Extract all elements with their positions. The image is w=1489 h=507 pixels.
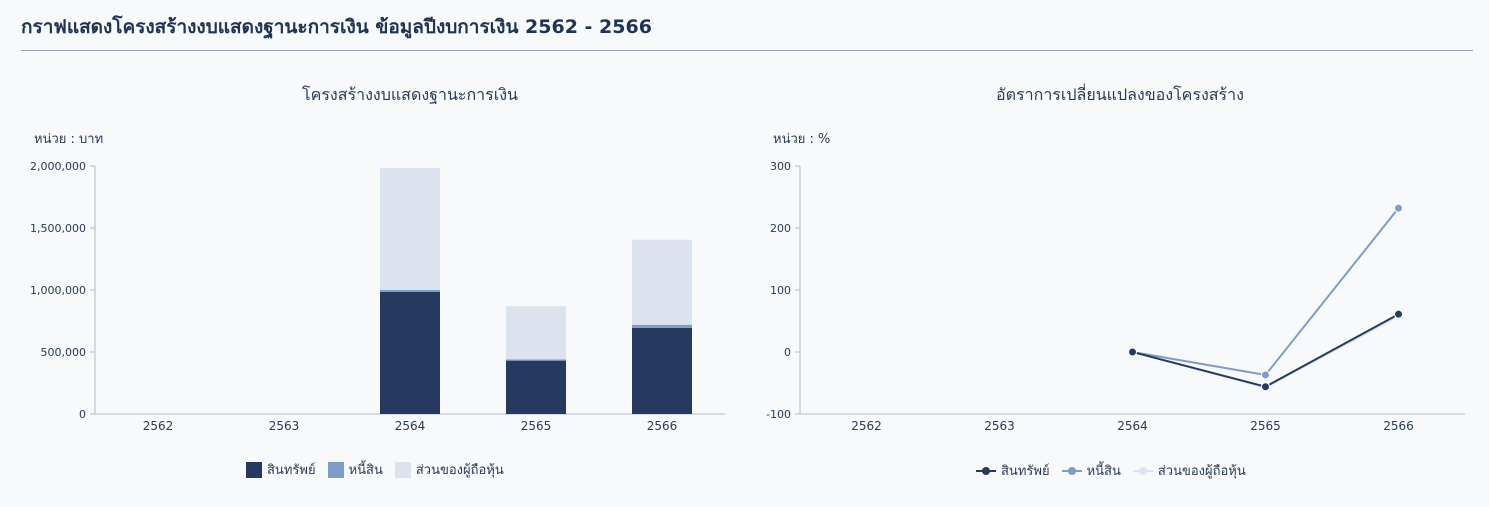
legend-item-assets-line[interactable]: สินทรัพย์ [976, 460, 1050, 481]
line-chart-y-tick-label: 0 [784, 346, 791, 359]
legend-label-liabilities-line: หนี้สิน [1086, 464, 1121, 479]
line-chart-y-tick-label: 100 [770, 284, 791, 297]
bar-chart-x-tick-label: 2565 [521, 419, 552, 433]
legend-swatch-equity [394, 461, 411, 478]
line-point-liabilities [1261, 370, 1270, 380]
line-chart-legend: สินทรัพย์ หนี้สิน ส่วนของผู้ถือหุ้น [976, 460, 1246, 481]
line-series-liabilities [1132, 207, 1400, 377]
bar-assets [506, 360, 566, 414]
bar-chart-y-tick-label: 1,500,000 [30, 222, 86, 235]
line-chart-x-tick-label: 2565 [1250, 419, 1281, 433]
legend-swatch-assets-line [976, 465, 996, 477]
bar-chart-y-tick-label: 500,000 [41, 346, 87, 359]
legend-label-equity-line: ส่วนของผู้ถือหุ้น [1157, 464, 1246, 479]
legend-label-liabilities: หนี้สิน [348, 463, 383, 478]
page-title: กราฟแสดงโครงสร้างงบแสดงฐานะการเงิน ข้อมู… [21, 16, 652, 38]
legend-item-assets[interactable]: สินทรัพย์ [246, 459, 316, 480]
line-chart-y-tick-label: 200 [770, 222, 791, 235]
bar-equity [380, 167, 440, 290]
bar-chart-x-tick-label: 2564 [395, 419, 426, 433]
bar-equity [506, 306, 566, 360]
bar-chart-legend: สินทรัพย์ หนี้สิน ส่วนของผู้ถือหุ้น [246, 459, 504, 480]
line-chart-title: อัตราการเปลี่ยนแปลงของโครงสร้าง [996, 85, 1244, 104]
line-chart-x-tick-label: 2563 [984, 419, 1015, 433]
bar-chart-y-tick-label: 2,000,000 [30, 160, 86, 173]
legend-item-equity-line[interactable]: ส่วนของผู้ถือหุ้น [1132, 460, 1246, 481]
bar-equity [632, 239, 692, 325]
bar-chart-y-tick-label: 1,000,000 [30, 284, 86, 297]
line-point-assets [1261, 382, 1270, 392]
legend-swatch-liabilities-line [1061, 465, 1082, 477]
line-chart-y-tick-label: -100 [766, 408, 791, 421]
line-chart-x-tick-label: 2566 [1383, 419, 1414, 433]
legend-swatch-assets [246, 461, 262, 478]
legend-label-assets-line: สินทรัพย์ [1001, 464, 1050, 479]
bar-assets [380, 291, 440, 414]
line-point-assets [1394, 309, 1403, 319]
line-chart-x-tick-label: 2562 [851, 419, 882, 433]
legend-label-assets: สินทรัพย์ [267, 463, 316, 478]
legend-item-liabilities-line[interactable]: หนี้สิน [1061, 460, 1121, 481]
line-chart-unit-label: หน่วย : % [773, 132, 831, 147]
title-divider [21, 50, 1473, 51]
legend-label-equity: ส่วนของผู้ถือหุ้น [415, 463, 504, 478]
bar-liabilities [380, 290, 440, 292]
bar-assets [632, 327, 692, 414]
bar-chart-unit-label: หน่วย : บาท [34, 132, 104, 147]
bar-liabilities [506, 359, 566, 361]
legend-swatch-equity-line [1132, 465, 1153, 477]
bar-chart-x-tick-label: 2562 [143, 419, 174, 433]
bar-liabilities [632, 324, 692, 328]
legend-swatch-liabilities [327, 461, 344, 478]
bar-chart-y-tick-label: 0 [79, 408, 86, 421]
bar-chart-x-tick-label: 2566 [647, 419, 678, 433]
line-point-assets [1128, 347, 1137, 357]
bar-chart-x-tick-label: 2563 [269, 419, 300, 433]
line-chart-x-tick-label: 2564 [1117, 419, 1148, 433]
line-point-liabilities [1394, 203, 1403, 213]
bar-chart-title: โครงสร้างงบแสดงฐานะการเงิน [302, 85, 518, 104]
legend-item-equity[interactable]: ส่วนของผู้ถือหุ้น [394, 459, 504, 480]
legend-item-liabilities[interactable]: หนี้สิน [327, 459, 383, 480]
line-chart-y-tick-label: 300 [770, 160, 791, 173]
